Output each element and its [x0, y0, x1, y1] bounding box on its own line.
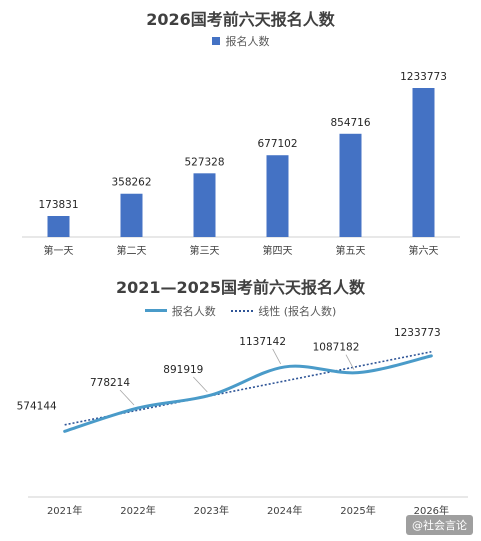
bar-2: [120, 193, 143, 237]
line-x-tick-5: 2025年: [340, 504, 375, 517]
bar-data-label-5: 854716: [330, 117, 370, 129]
bar-legend-label: 报名人数: [225, 35, 270, 48]
bar-x-tick-4: 第四天: [263, 244, 293, 257]
line-data-label-1: 574144: [17, 400, 57, 412]
trend-legend-swatch: [231, 310, 254, 312]
bar-chart-title: 2026国考前六天报名人数: [146, 10, 335, 29]
bar-5: [339, 133, 362, 237]
bar-data-label-6: 1233773: [400, 71, 447, 83]
bar-data-label-2: 358262: [111, 177, 151, 189]
line-x-tick-2: 2022年: [120, 504, 155, 517]
bar-chart-legend: 报名人数: [0, 33, 481, 49]
bar-6: [412, 88, 435, 237]
line-chart-title: 2021—2025国考前六天报名人数: [115, 278, 366, 297]
leader-line-3: [193, 376, 208, 393]
bar-x-tick-1: 第一天: [44, 244, 74, 257]
line-data-label-6: 1233773: [394, 327, 441, 339]
bar-data-label-4: 677102: [257, 138, 297, 150]
line-data-label-4: 1137142: [239, 336, 286, 348]
bar-data-label-1: 173831: [38, 199, 78, 211]
line-legend-entry: 报名人数: [144, 303, 216, 319]
line-data-label-5: 1087182: [313, 342, 360, 354]
bar-x-tick-3: 第三天: [190, 244, 220, 257]
leader-line-4: [272, 348, 282, 365]
bar-x-tick-2: 第二天: [117, 244, 147, 257]
watermark: @社会言论: [406, 515, 473, 535]
leader-line-2: [119, 389, 135, 406]
line-data-label-3: 891919: [163, 364, 203, 376]
bar-x-tick-5: 第五天: [336, 244, 366, 257]
trend-legend-entry: 线性 (报名人数): [231, 303, 336, 319]
line-legend-label: 报名人数: [171, 304, 216, 318]
trend-legend-label: 线性 (报名人数): [258, 305, 337, 318]
bar-data-label-3: 527328: [184, 156, 224, 168]
bar-x-tick-6: 第六天: [409, 244, 439, 257]
line-x-tick-4: 2024年: [267, 504, 302, 517]
bar-legend-entry: 报名人数: [211, 33, 270, 49]
bar-4: [266, 155, 289, 237]
bar-legend-swatch: [211, 37, 220, 45]
leader-line-5: [345, 354, 355, 370]
line-x-tick-3: 2023年: [194, 504, 229, 517]
line-data-label-2: 778214: [90, 377, 130, 389]
line-series: [63, 354, 433, 433]
bar-3: [193, 173, 216, 237]
line-x-tick-1: 2021年: [47, 504, 82, 517]
line-chart-legend: 报名人数 线性 (报名人数): [0, 302, 481, 319]
bar-1: [47, 216, 70, 237]
line-x-tick-6: 2026年: [414, 504, 449, 517]
line-legend-swatch: [144, 309, 167, 312]
